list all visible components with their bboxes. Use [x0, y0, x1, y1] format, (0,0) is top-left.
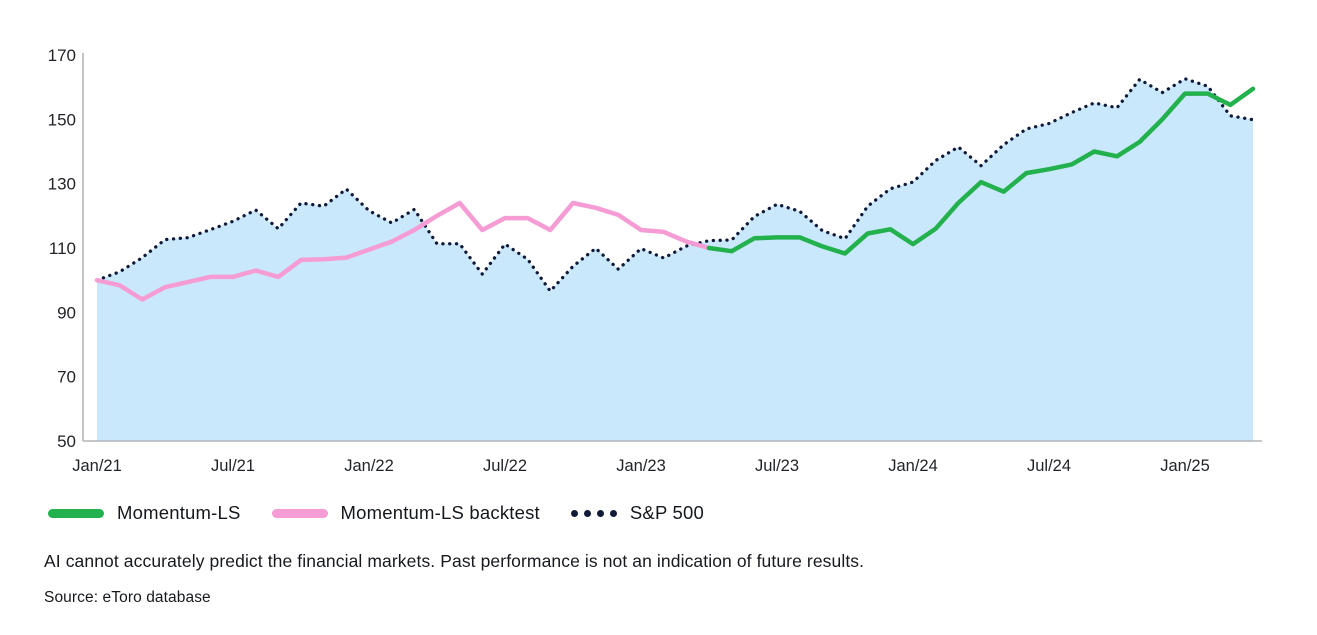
x-tick-label: Jan/23: [616, 457, 666, 475]
sp500-dotted-swatch-icon: [570, 509, 617, 517]
x-tick-label: Jan/21: [72, 457, 122, 475]
legend-label-momentum-ls-backtest: Momentum-LS backtest: [340, 502, 540, 523]
x-tick-label: Jan/25: [1160, 457, 1210, 475]
chart-legend: Momentum-LS Momentum-LS backtest S&P 500: [48, 500, 704, 526]
x-tick-label: Jul/24: [1027, 457, 1071, 475]
x-tick-label: Jul/21: [211, 457, 255, 475]
series-line-momentum-ls-backtest: [94, 200, 712, 302]
source-text: Source: eToro database: [44, 589, 211, 606]
series-line-momentum-ls: [706, 86, 1256, 256]
x-tick-label: Jan/24: [888, 457, 938, 475]
y-tick-label: 90: [57, 303, 76, 322]
disclaimer-text: AI cannot accurately predict the financi…: [44, 551, 865, 571]
legend-label-sp500: S&P 500: [629, 502, 704, 523]
legend-item-momentum-ls-backtest: Momentum-LS backtest: [271, 500, 540, 526]
series-line-s-p-500: [95, 77, 1255, 293]
chart-canvas: 170 150 130 110 90 70 50 Jan/21 Jul/21 Jan/22 Jul/…: [48, 46, 1262, 475]
y-tick-label: 150: [48, 110, 76, 129]
momentum-ls-backtest-line-swatch-icon: [271, 508, 328, 518]
y-tick-label: 170: [48, 46, 76, 65]
sp500-area-fill: [97, 78, 1253, 442]
x-tick-label: Jan/22: [344, 457, 394, 475]
momentum-ls-line-swatch-icon: [48, 508, 104, 518]
legend-item-sp500: S&P 500: [570, 500, 704, 526]
performance-chart: 170 150 130 110 90 70 50 Jan/21 Jul/21 Jan/22 Jul/…: [48, 46, 1262, 475]
y-tick-label: 70: [57, 368, 76, 387]
x-tick-label: Jul/22: [483, 457, 527, 475]
legend-item-momentum-ls: Momentum-LS: [48, 500, 241, 526]
y-tick-label: 110: [49, 239, 76, 258]
y-tick-label: 130: [48, 175, 76, 194]
x-tick-label: Jul/23: [755, 457, 799, 475]
y-tick-label: 50: [57, 432, 76, 451]
legend-label-momentum-ls: Momentum-LS: [117, 502, 241, 523]
